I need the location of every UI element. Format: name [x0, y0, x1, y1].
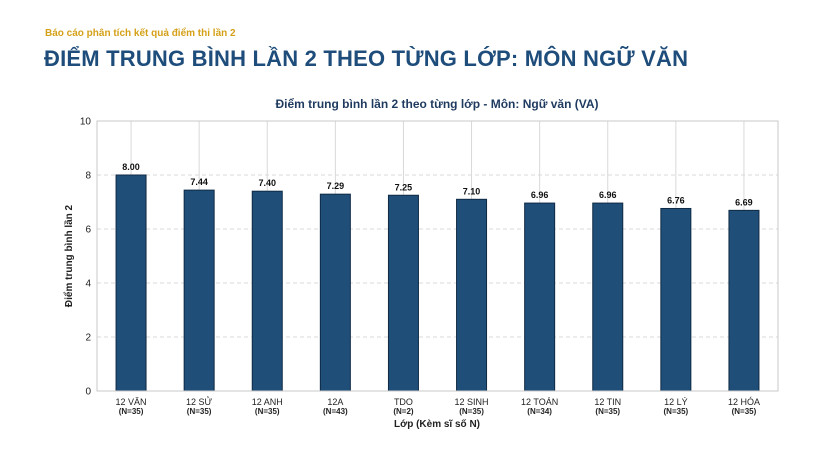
y-tick-label: 10: [80, 117, 92, 128]
y-axis-label: Điểm trung bình lần 2: [63, 204, 75, 307]
x-tick-label: 12 SINH: [455, 397, 489, 407]
data-label: 6.96: [599, 190, 617, 200]
x-tick-label: 12 VĂN: [116, 397, 147, 407]
x-tick-label: 12A: [327, 397, 343, 407]
data-label: 8.00: [122, 162, 140, 172]
plot-frame: [96, 120, 779, 392]
bar: [592, 202, 624, 392]
x-tick-count: (N=35): [187, 407, 212, 416]
data-label: 7.40: [258, 178, 276, 188]
x-tick-label: 12 TIN: [594, 397, 621, 407]
data-label: 7.44: [190, 177, 208, 187]
x-tick-count: (N=35): [459, 407, 484, 416]
x-tick-count: (N=43): [323, 407, 348, 416]
x-tick-label: 12 TOÁN: [521, 397, 558, 407]
data-label: 7.29: [327, 181, 345, 191]
page-title: ĐIỂM TRUNG BÌNH LẦN 2 THEO TỪNG LỚP: MÔN…: [44, 46, 689, 71]
x-axis-label: Lớp (Kèm sĩ số N): [394, 418, 480, 430]
data-label: 7.25: [395, 182, 413, 192]
data-label: 6.96: [531, 190, 549, 200]
y-tick-label: 4: [85, 279, 91, 290]
data-label: 6.69: [735, 197, 753, 207]
bar: [183, 189, 215, 392]
x-tick-count: (N=2): [393, 407, 414, 416]
data-label: 6.76: [667, 195, 685, 205]
x-tick-count: (N=35): [255, 407, 280, 416]
x-tick-count: (N=35): [119, 407, 144, 416]
bar: [524, 202, 556, 392]
x-tick-label: 12 LÝ: [664, 397, 688, 407]
y-tick-label: 0: [85, 387, 91, 398]
bar: [319, 193, 351, 392]
y-tick-label: 6: [85, 225, 91, 236]
y-tick-label: 2: [85, 333, 91, 344]
bar: [251, 190, 283, 392]
bar: [115, 174, 147, 392]
bar: [387, 194, 419, 392]
x-tick-count: (N=35): [595, 407, 620, 416]
report-subtitle: Báo cáo phân tích kết quả điểm thi lần 2: [45, 28, 236, 39]
x-tick-count: (N=35): [664, 407, 689, 416]
bar: [660, 207, 692, 392]
x-tick-count: (N=35): [732, 407, 757, 416]
chart-title: Điểm trung bình lần 2 theo từng lớp - Mô…: [276, 97, 599, 111]
x-tick-label: 12 ANH: [252, 397, 283, 407]
x-tick-label: TDO: [394, 397, 413, 407]
bar: [728, 209, 760, 392]
y-tick-label: 8: [85, 171, 91, 182]
data-label: 7.10: [463, 186, 481, 196]
x-tick-label: 12 HÓA: [728, 397, 760, 407]
x-tick-count: (N=34): [527, 407, 552, 416]
bar: [456, 198, 488, 392]
x-tick-label: 12 SỬ: [186, 396, 213, 407]
